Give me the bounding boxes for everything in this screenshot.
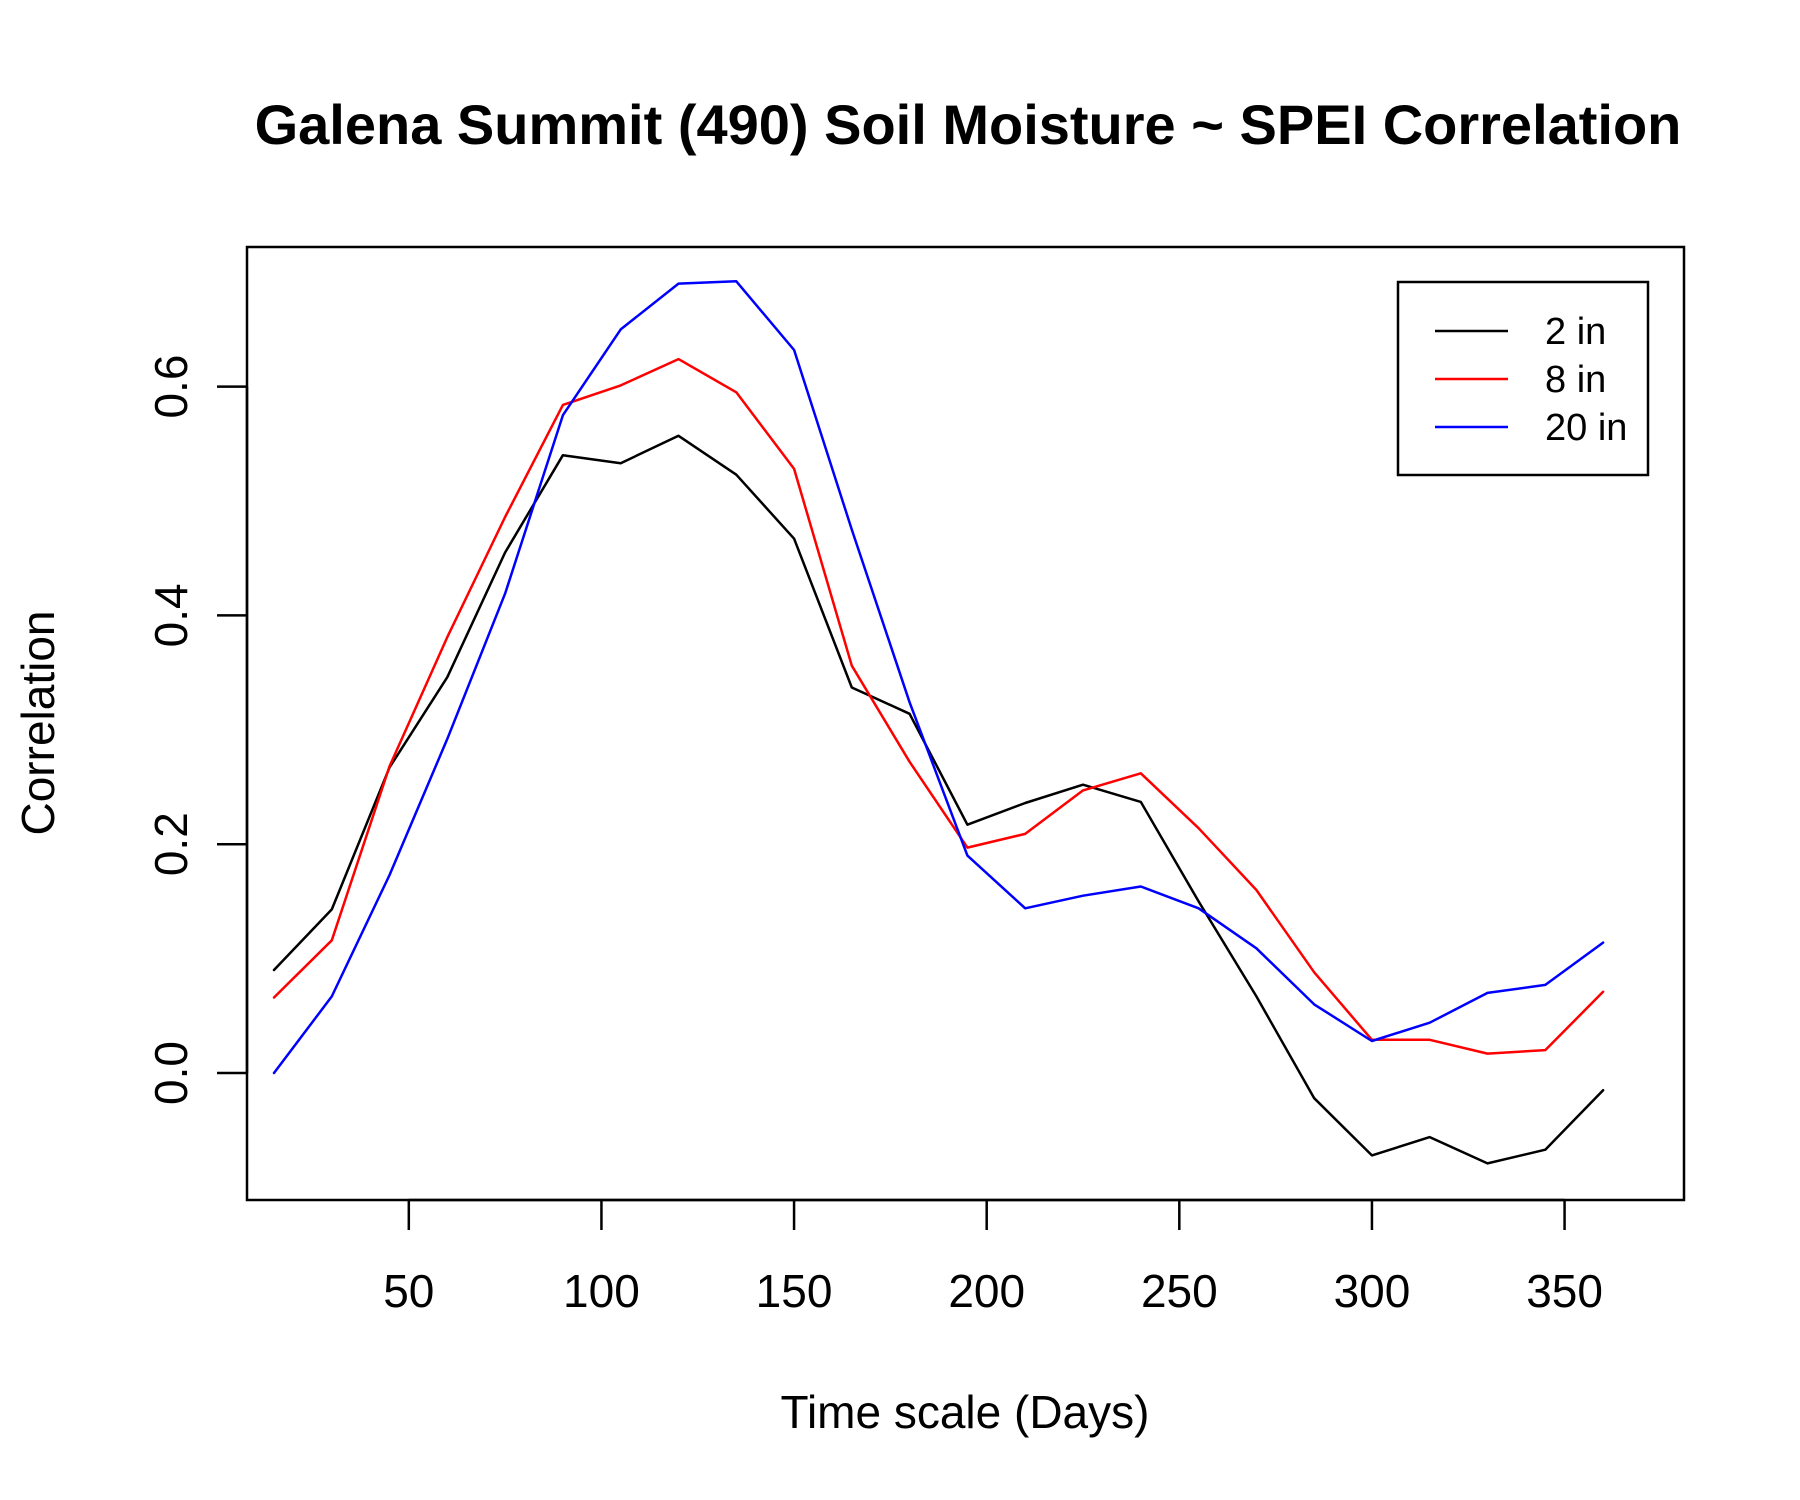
x-tick-label: 100 xyxy=(563,1265,640,1317)
chart-title: Galena Summit (490) Soil Moisture ~ SPEI… xyxy=(255,93,1682,156)
y-axis-label: Correlation xyxy=(12,611,64,836)
x-tick-label: 250 xyxy=(1141,1265,1218,1317)
legend-label: 20 in xyxy=(1545,407,1627,449)
x-axis: 50 100 150 200 250 300 350 xyxy=(383,1198,1603,1317)
legend-label: 2 in xyxy=(1545,311,1606,353)
x-tick-label: 50 xyxy=(383,1265,434,1317)
series-line-8-in xyxy=(272,357,1605,1055)
x-tick-label: 350 xyxy=(1526,1265,1603,1317)
y-tick-label: 0.6 xyxy=(145,355,197,419)
series-line-2-in xyxy=(272,434,1605,1165)
x-tick-label: 150 xyxy=(756,1265,833,1317)
y-tick-label: 0.4 xyxy=(145,583,197,647)
legend-label: 8 in xyxy=(1545,359,1606,401)
series-line-20-in xyxy=(272,280,1605,1075)
x-tick-label: 200 xyxy=(948,1265,1025,1317)
y-tick-label: 0.2 xyxy=(145,812,197,876)
legend: 2 in 8 in 20 in xyxy=(1396,280,1650,477)
y-tick-label: 0.0 xyxy=(145,1041,197,1105)
x-axis-label: Time scale (Days) xyxy=(781,1386,1150,1438)
x-tick-label: 300 xyxy=(1334,1265,1411,1317)
y-axis: 0.0 0.2 0.4 0.6 xyxy=(145,355,249,1105)
series-lines xyxy=(272,280,1605,1165)
